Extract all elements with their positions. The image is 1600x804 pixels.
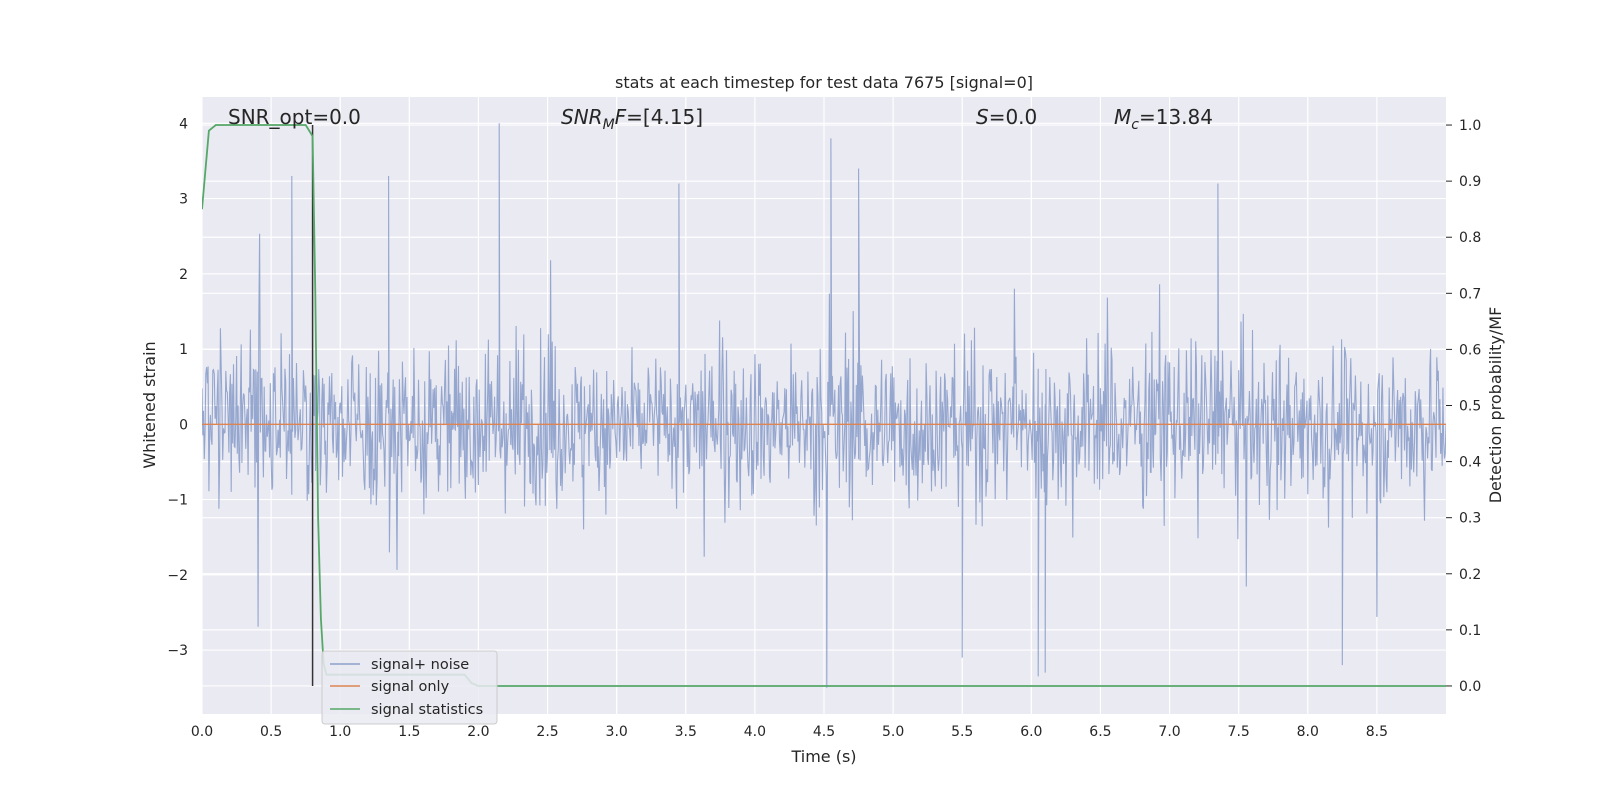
series-signal-noise-line xyxy=(202,123,1446,688)
y2-tick-label: 0.0 xyxy=(1459,679,1481,695)
y-tick-label: −3 xyxy=(167,643,188,659)
x-tick-label: 3.0 xyxy=(606,724,628,740)
x-tick-label: 0.5 xyxy=(260,724,282,740)
x-tick-label: 6.5 xyxy=(1089,724,1111,740)
x-tick-label: 2.5 xyxy=(536,724,558,740)
x-tick-label: 8.5 xyxy=(1366,724,1388,740)
y2-tick-label: 0.3 xyxy=(1459,511,1481,527)
y2-tick-label: 1.0 xyxy=(1459,118,1481,134)
chart-title: stats at each timestep for test data 767… xyxy=(615,73,1033,92)
annotation-snr-mf-value: =[4.15] xyxy=(626,105,703,129)
annotation-s-value: =0.0 xyxy=(989,105,1038,129)
legend-label-signal-statistics: signal statistics xyxy=(371,702,483,718)
x-tick-label: 4.5 xyxy=(813,724,835,740)
annotation-snr-mf: SNRMF=[4.15] xyxy=(561,105,703,133)
x-axis-label: Time (s) xyxy=(790,747,856,766)
x-tick-label: 1.0 xyxy=(329,724,351,740)
y2-tick-label: 0.1 xyxy=(1459,623,1481,639)
annotation-s-italic: S xyxy=(976,105,989,129)
annotation-snr-mf-sub: M xyxy=(603,117,615,133)
annotation-mc: Mc=13.84 xyxy=(1114,105,1213,133)
y-tick-label: −1 xyxy=(167,493,188,509)
y2-tick-label: 0.7 xyxy=(1459,286,1481,302)
x-tick-label: 4.0 xyxy=(744,724,766,740)
y2-tick-label: 0.9 xyxy=(1459,174,1481,190)
y2-tick-label: 0.8 xyxy=(1459,230,1481,246)
legend: signal+ noise signal only signal statist… xyxy=(321,650,498,725)
x-tick-label: 5.0 xyxy=(882,724,904,740)
grid-layer xyxy=(201,97,1446,714)
y-axis-label: Whitened strain xyxy=(140,341,159,468)
y2-tick-label: 0.2 xyxy=(1459,567,1481,583)
x-tick-label: 5.5 xyxy=(951,724,973,740)
legend-label-signal-noise: signal+ noise xyxy=(371,657,469,673)
x-tick-label: 3.5 xyxy=(675,724,697,740)
x-tick-label: 7.0 xyxy=(1158,724,1180,740)
legend-label-signal-only: signal only xyxy=(371,679,450,695)
y-tick-label: 2 xyxy=(179,267,188,283)
y2-tick-label: 0.4 xyxy=(1459,455,1481,471)
y-tick-label: 1 xyxy=(179,342,188,358)
annotation-mc-italic: M xyxy=(1114,105,1131,129)
annotation-snr-mf-f: F xyxy=(615,105,627,129)
x-tick-label: 8.0 xyxy=(1297,724,1319,740)
y2-tick-label: 0.6 xyxy=(1459,342,1481,358)
y2-axis-label: Detection probability/MF xyxy=(1486,307,1505,504)
x-tick-label: 7.5 xyxy=(1228,724,1250,740)
ticks-layer: 0.0 0.5 1.0 1.5 2.0 2.5 3.0 3.5 4.0 4.5 5.0 5.5 6.0 6… xyxy=(167,116,1481,740)
x-tick-label: 6.0 xyxy=(1020,724,1042,740)
y-tick-label: 0 xyxy=(179,417,188,433)
annotation-mc-value: =13.84 xyxy=(1139,105,1213,129)
annotation-snr-opt: SNR_opt=0.0 xyxy=(228,105,361,129)
annotation-snr-mf-italic: SNR xyxy=(561,105,603,129)
legend-box xyxy=(321,650,498,725)
y2-tick-label: 0.5 xyxy=(1459,399,1481,415)
x-tick-label: 0.0 xyxy=(191,724,213,740)
x-tick-label: 2.0 xyxy=(467,724,489,740)
annotation-mc-sub: c xyxy=(1131,117,1139,133)
y-tick-label: 4 xyxy=(179,116,188,132)
annotation-s: S=0.0 xyxy=(976,105,1037,129)
y-tick-label: −2 xyxy=(167,568,188,584)
y-tick-label: 3 xyxy=(179,192,188,208)
x-tick-label: 1.5 xyxy=(398,724,420,740)
